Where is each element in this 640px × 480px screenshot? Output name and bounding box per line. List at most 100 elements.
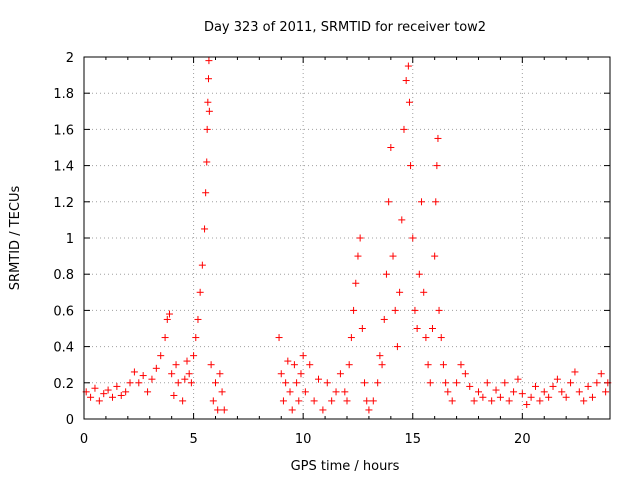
data-point	[157, 352, 165, 360]
data-point	[461, 370, 469, 378]
data-point	[389, 252, 397, 260]
data-point	[100, 390, 108, 398]
data-point	[165, 310, 173, 318]
data-point	[218, 388, 226, 396]
data-point	[315, 375, 323, 383]
data-point	[299, 352, 307, 360]
data-point	[284, 357, 292, 365]
data-point	[204, 98, 212, 106]
data-point	[553, 375, 561, 383]
data-point	[380, 315, 388, 323]
data-point	[575, 388, 583, 396]
data-point	[413, 325, 421, 332]
data-point	[297, 370, 305, 378]
y-axis-label: SRMTID / TECUs	[8, 186, 23, 291]
data-point	[122, 388, 130, 396]
data-point	[457, 361, 465, 369]
data-point	[442, 379, 450, 387]
data-point	[290, 361, 298, 369]
y-tick-label: 0.2	[53, 377, 74, 392]
data-point	[437, 334, 445, 342]
data-point	[434, 134, 442, 142]
data-point	[518, 390, 526, 398]
data-point	[400, 125, 408, 133]
data-point	[448, 397, 456, 405]
x-tick-labels: 0 5 10 15 20	[80, 432, 531, 447]
data-point	[431, 252, 439, 260]
data-point	[192, 334, 200, 342]
data-point	[567, 379, 575, 387]
data-point	[387, 144, 395, 151]
data-point	[220, 406, 228, 414]
data-point	[444, 388, 452, 396]
data-point	[420, 288, 428, 296]
y-tick-label: 1.8	[53, 87, 74, 102]
x-axis-label: GPS time / hours	[291, 459, 400, 474]
data-point	[352, 279, 360, 287]
data-point	[531, 382, 539, 390]
data-point	[336, 370, 344, 378]
data-point	[358, 325, 366, 332]
data-point	[117, 391, 125, 399]
data-point	[558, 388, 566, 396]
data-point	[203, 158, 211, 166]
data-point	[201, 225, 209, 233]
data-point	[205, 107, 213, 115]
data-point	[202, 189, 210, 197]
data-point	[196, 288, 204, 296]
data-point	[374, 379, 382, 387]
data-point	[365, 406, 373, 414]
data-point	[286, 388, 294, 396]
data-point	[488, 397, 496, 405]
data-point	[536, 397, 544, 405]
data-point	[376, 352, 384, 360]
data-point	[428, 325, 436, 332]
data-point	[407, 162, 415, 170]
data-point	[207, 361, 215, 369]
y-tick-label: 0.4	[53, 341, 74, 356]
data-point	[279, 397, 287, 405]
data-point	[398, 216, 406, 224]
data-point	[301, 388, 309, 396]
data-point	[453, 379, 461, 387]
data-point	[385, 198, 393, 206]
data-point	[505, 397, 513, 405]
data-point	[540, 388, 548, 396]
data-point	[382, 270, 390, 278]
data-point	[584, 382, 592, 390]
data-point	[409, 234, 417, 242]
data-point	[203, 125, 211, 133]
data-point	[470, 397, 478, 405]
data-point	[580, 397, 588, 405]
data-point	[415, 270, 423, 278]
data-point	[393, 343, 401, 351]
y-tick-label: 0.6	[53, 304, 74, 319]
data-point	[179, 397, 187, 405]
data-point	[170, 391, 178, 399]
data-point	[190, 352, 198, 360]
data-point	[104, 386, 112, 394]
data-point	[411, 306, 419, 314]
data-point	[214, 406, 222, 414]
data-points	[82, 57, 612, 414]
data-point	[209, 397, 217, 405]
data-point	[527, 393, 535, 401]
data-point	[571, 368, 579, 376]
data-point	[483, 379, 491, 387]
data-point	[361, 379, 369, 387]
data-point	[293, 379, 301, 387]
data-point	[185, 370, 193, 378]
data-point	[496, 393, 504, 401]
data-point	[378, 361, 386, 369]
data-point	[404, 62, 412, 70]
y-tick-label: 1.2	[53, 196, 74, 211]
data-point	[163, 315, 171, 323]
x-tick-label: 5	[189, 432, 197, 447]
y-tick-label: 1.6	[53, 123, 74, 138]
data-point	[204, 75, 212, 83]
data-point	[363, 397, 371, 405]
data-point	[356, 234, 364, 242]
x-tick-label: 10	[295, 432, 312, 447]
data-point	[418, 198, 426, 206]
